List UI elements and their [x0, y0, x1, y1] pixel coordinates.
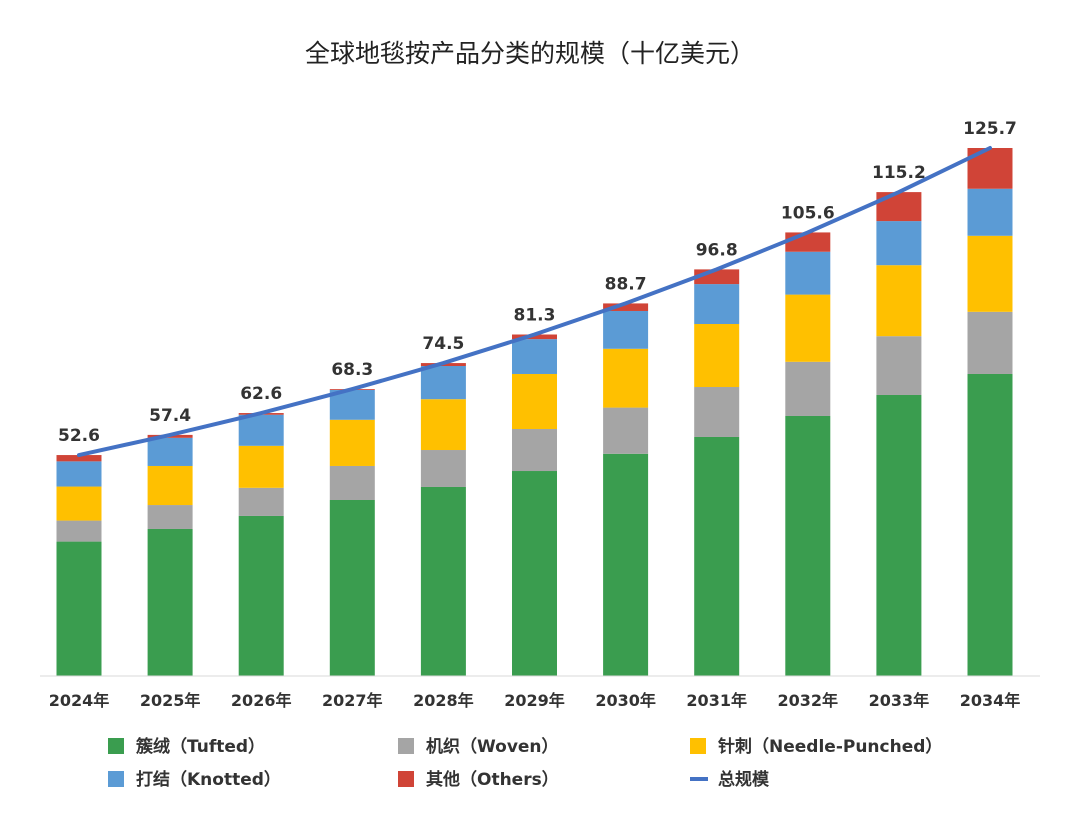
bar-segment-0-3	[329, 500, 375, 676]
legend-swatch	[398, 738, 414, 754]
bar-segment-0-5	[512, 471, 557, 676]
x-tick-label: 2032年	[778, 691, 839, 710]
x-tick-label: 2030年	[595, 691, 656, 710]
data-label: 62.6	[240, 384, 282, 404]
data-label: 81.3	[514, 306, 556, 326]
bar-segment-1-8	[785, 361, 831, 416]
total-line-group	[77, 146, 992, 458]
data-label: 52.6	[58, 426, 100, 446]
bar-segment-1-5	[512, 429, 557, 472]
bar-segment-3-0	[56, 461, 102, 487]
chart-title: 全球地毯按产品分类的规模（十亿美元）	[305, 39, 755, 68]
bar-segment-1-0	[56, 520, 102, 542]
legend-swatch	[398, 771, 414, 787]
legend-label: 机织（Woven）	[426, 736, 559, 757]
bar-segment-2-0	[56, 486, 102, 521]
legend: 簇绒（Tufted） 机织（Woven） 针刺（Needle-Punched） 打结（…	[108, 736, 942, 790]
bar-segment-4-9	[876, 192, 922, 222]
bar-segment-2-9	[876, 265, 922, 337]
bar-segment-1-1	[147, 505, 193, 529]
bar-segment-4-8	[785, 232, 831, 252]
bar-segment-0-7	[694, 436, 740, 676]
bar-segment-3-8	[785, 251, 831, 295]
legend-swatch	[690, 738, 706, 754]
bar-segment-0-10	[967, 373, 1013, 676]
legend-label: 簇绒（Tufted）	[135, 736, 265, 757]
bar-segment-2-7	[694, 324, 740, 388]
data-label: 115.2	[872, 163, 926, 183]
x-tick-label: 2025年	[140, 691, 201, 710]
bar-segment-0-9	[876, 394, 922, 676]
bar-segment-4-5	[512, 334, 557, 340]
x-tick-label: 2028年	[413, 691, 474, 710]
total-line	[77, 146, 992, 458]
bar-segment-0-8	[785, 415, 831, 676]
x-tick-label: 2029年	[504, 691, 565, 710]
data-label: 125.7	[963, 119, 1017, 139]
x-tick-label: 2027年	[322, 691, 383, 710]
x-tick-label: 2026年	[231, 691, 292, 710]
bar-segment-2-1	[147, 465, 193, 506]
x-tick-label: 2024年	[49, 691, 110, 710]
x-tick-label: 2033年	[869, 691, 930, 710]
bar-segment-2-4	[420, 399, 466, 451]
bar-segment-0-0	[56, 541, 102, 676]
data-label: 74.5	[422, 334, 464, 354]
bar-segment-3-4	[420, 366, 466, 400]
x-tick-label: 2031年	[686, 691, 747, 710]
bar-segment-1-4	[420, 450, 466, 487]
bar-segment-1-9	[876, 336, 922, 395]
data-label: 57.4	[149, 406, 191, 426]
bar-segment-3-5	[512, 339, 557, 374]
bar-segment-3-9	[876, 221, 922, 266]
bar-segment-2-6	[603, 348, 649, 408]
bar-segment-3-2	[238, 414, 284, 446]
bar-segment-2-2	[238, 445, 284, 488]
bar-segment-1-3	[329, 465, 375, 500]
data-label: 88.7	[605, 274, 647, 294]
bar-segment-1-6	[603, 407, 649, 454]
bar-segment-3-10	[967, 188, 1013, 236]
data-label: 68.3	[331, 360, 373, 380]
bars	[56, 148, 1013, 676]
bar-segment-0-1	[147, 528, 193, 676]
bar-segment-0-4	[420, 486, 466, 676]
bar-segment-2-10	[967, 235, 1013, 312]
bar-segment-2-5	[512, 373, 557, 430]
bar-segment-3-1	[147, 437, 193, 466]
bar-segment-3-6	[603, 310, 649, 349]
legend-label: 打结（Knotted）	[136, 769, 281, 790]
x-ticks: 2024年 2025年 2026年 2027年 2028年 2029年 2030年 2031年…	[49, 691, 1021, 710]
legend-label: 总规模	[718, 769, 770, 790]
bar-segment-1-2	[238, 487, 284, 516]
bar-segment-0-2	[238, 515, 284, 676]
legend-swatch	[108, 738, 124, 754]
bar-segment-2-3	[329, 419, 375, 466]
bar-segment-0-6	[603, 453, 649, 676]
bar-segment-1-7	[694, 387, 740, 437]
bar-segment-3-7	[694, 284, 740, 324]
data-label: 105.6	[781, 203, 835, 223]
bar-segment-2-8	[785, 294, 831, 362]
data-label: 96.8	[696, 240, 738, 260]
x-tick-label: 2034年	[960, 691, 1021, 710]
bar-segment-1-10	[967, 311, 1013, 374]
legend-label: 针刺（Needle-Punched）	[718, 736, 942, 757]
legend-swatch	[108, 771, 124, 787]
bar-segment-4-6	[603, 303, 649, 311]
data-labels: 52.6 57.4 62.6 68.3 74.5 81.3 88.7 96.8 105.6 115…	[58, 119, 1017, 446]
bar-segment-4-0	[56, 455, 102, 462]
legend-label: 其他（Others）	[426, 769, 559, 790]
